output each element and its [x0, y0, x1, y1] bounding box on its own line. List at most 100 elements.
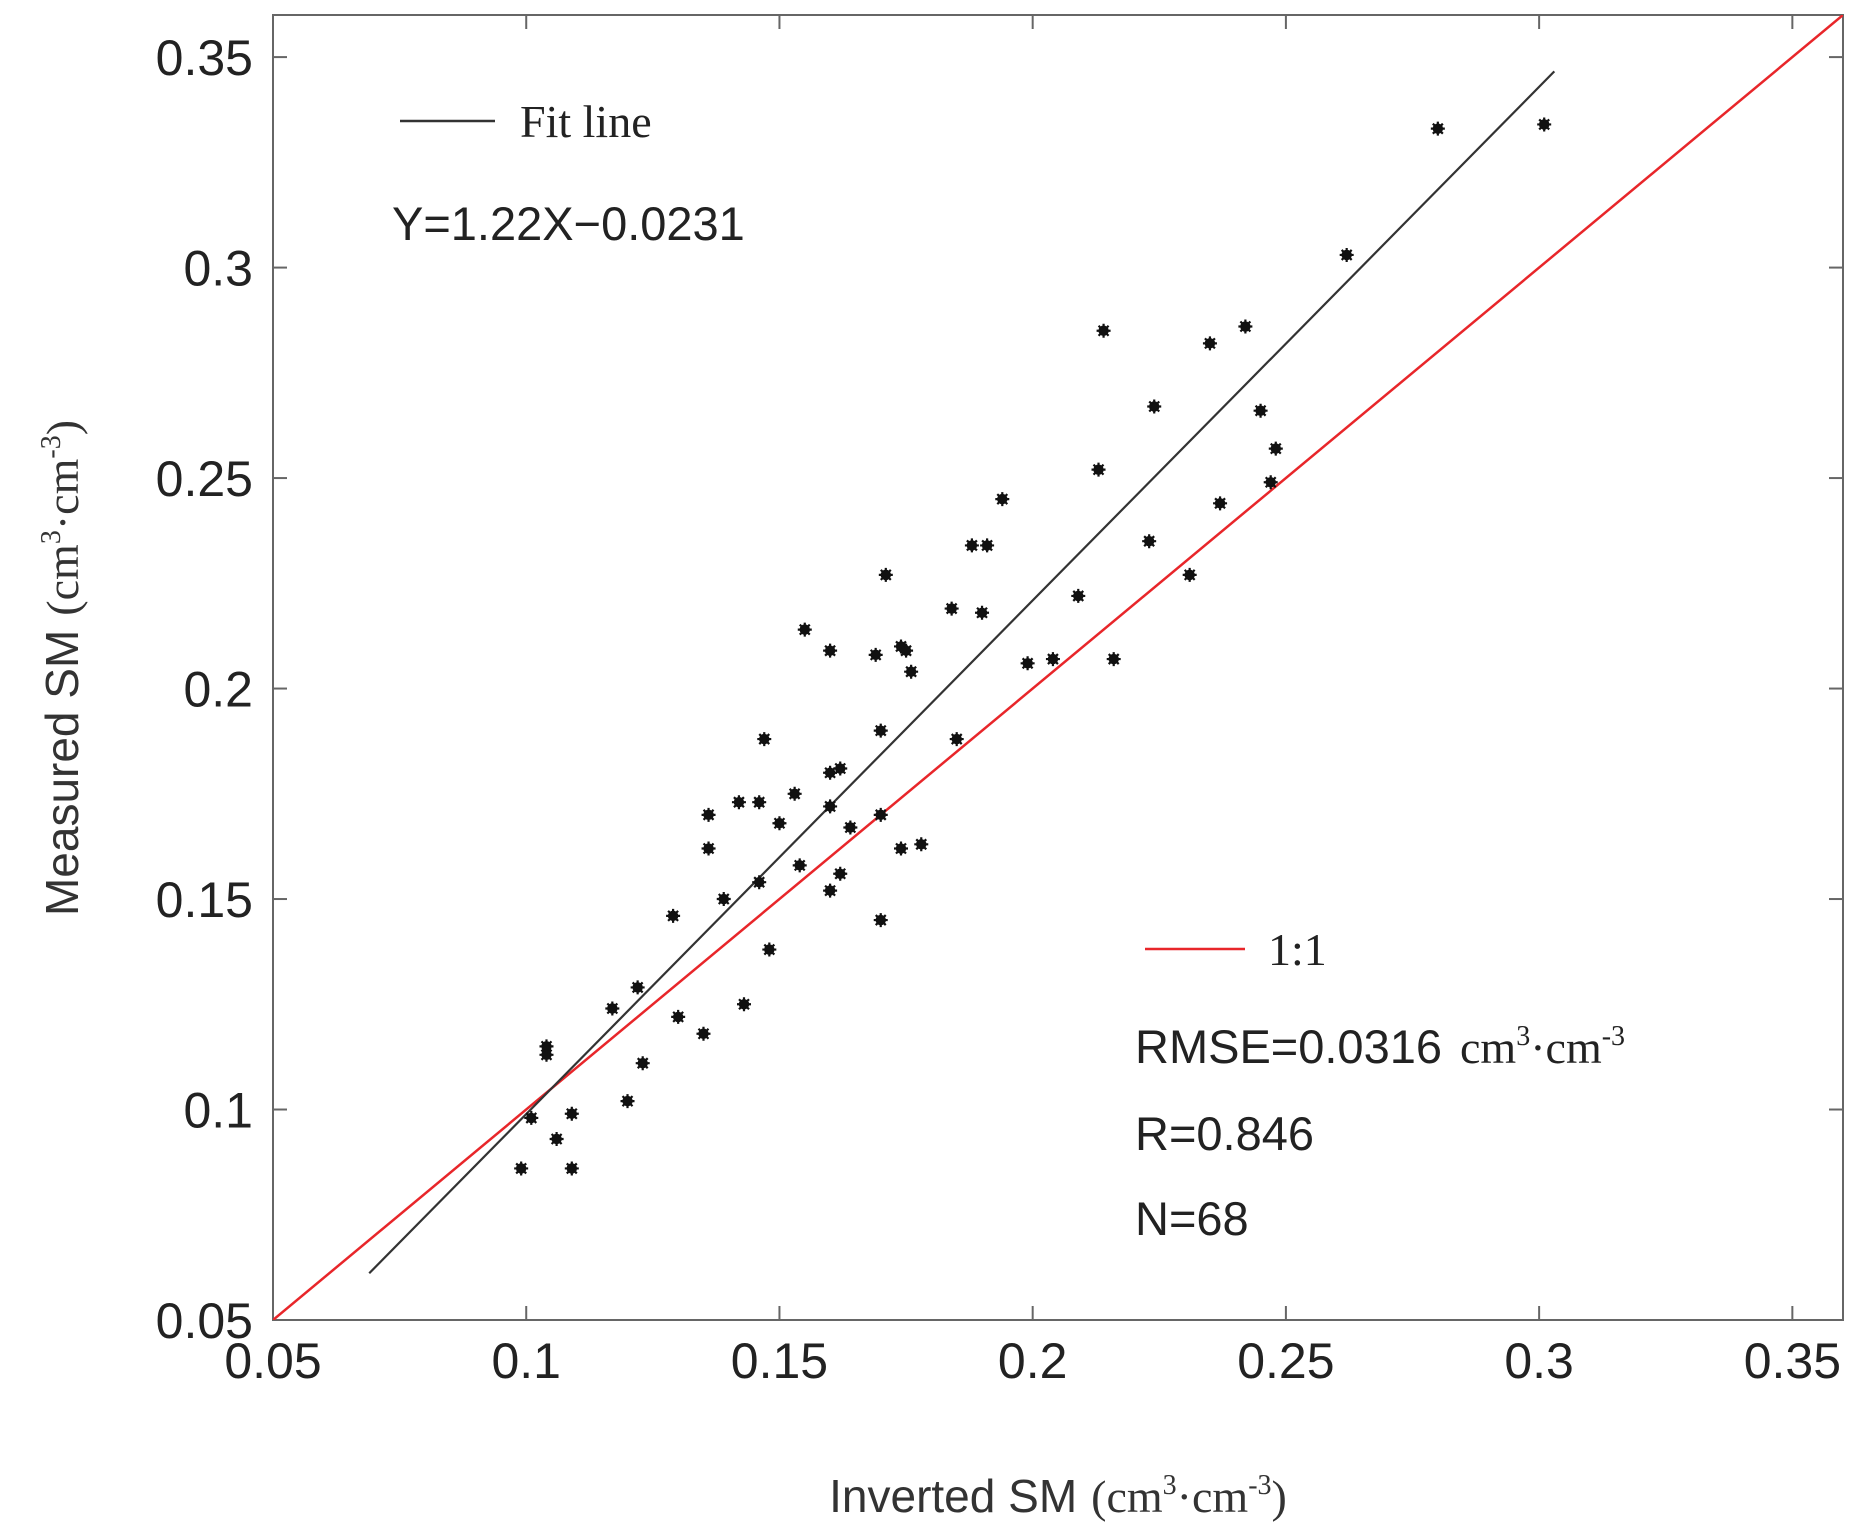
n-annotation: N=68	[1135, 1192, 1249, 1245]
r-annotation: R=0.846	[1135, 1107, 1314, 1160]
data-point	[823, 883, 838, 898]
data-point	[752, 795, 767, 810]
data-point	[1339, 247, 1354, 262]
data-point	[843, 820, 858, 835]
data-point	[716, 892, 731, 907]
data-point	[873, 913, 888, 928]
data-point	[894, 841, 908, 856]
y-tick-label: 0.1	[183, 1083, 253, 1139]
data-point	[671, 1009, 686, 1024]
y-tick-label: 0.05	[156, 1293, 253, 1349]
data-point	[1182, 567, 1197, 582]
y-tick-label: 0.15	[156, 872, 253, 928]
data-point	[1147, 399, 1162, 414]
data-point	[1202, 336, 1217, 351]
data-point	[696, 1026, 711, 1041]
rmse-annotation: RMSE=0.0316 cm3·cm-3	[1135, 1020, 1625, 1073]
plot-frame	[272, 14, 1844, 1321]
data-point	[1238, 319, 1253, 334]
data-point	[772, 816, 787, 831]
data-point	[914, 837, 929, 852]
data-point	[995, 492, 1010, 507]
data-point	[964, 538, 979, 553]
x-unit-base2: cm	[1192, 1471, 1248, 1522]
data-point	[787, 786, 802, 801]
data-point	[1106, 652, 1121, 667]
data-point	[980, 538, 995, 553]
data-point	[1253, 403, 1268, 418]
data-point	[752, 875, 767, 890]
x-axis-ticks: 0.05 0.1 0.15 0.2 0.25 0.3 0.35	[224, 15, 1841, 1389]
data-point	[549, 1131, 564, 1146]
data-point	[1430, 121, 1445, 136]
y-tick-label: 0.3	[183, 241, 253, 297]
data-point	[1213, 496, 1228, 511]
data-point	[949, 732, 964, 747]
data-point	[833, 866, 848, 881]
data-point	[975, 605, 990, 620]
fit-legend-label: Fit line	[520, 96, 652, 147]
fit-equation: Y=1.22X−0.0231	[392, 197, 745, 250]
scatter-points	[514, 117, 1552, 1176]
data-point	[524, 1110, 539, 1125]
data-point	[792, 858, 807, 873]
data-point	[564, 1106, 579, 1121]
y-unit-base2: cm	[37, 458, 88, 514]
data-point	[539, 1039, 554, 1054]
data-point	[873, 723, 888, 738]
data-point	[630, 980, 645, 995]
rmse-unit-exp1: 3	[1516, 1021, 1530, 1052]
x-tick-label: 0.15	[731, 1333, 828, 1389]
data-point	[1045, 652, 1060, 667]
x-axis-title-text: Inverted SM	[829, 1470, 1077, 1522]
rmse-value: RMSE=0.0316	[1135, 1020, 1442, 1073]
x-tick-label: 0.05	[224, 1333, 321, 1389]
data-point	[731, 795, 746, 810]
data-point	[1263, 475, 1278, 490]
data-point	[823, 643, 838, 658]
data-point	[904, 664, 919, 679]
y-unit-exp2: -3	[36, 435, 67, 458]
rmse-unit-dot: ·	[1530, 1022, 1545, 1073]
x-tick-label: 0.1	[491, 1333, 561, 1389]
y-axis-ticks: 0.05 0.1 0.15 0.2 0.25 0.3 0.35	[156, 30, 1843, 1349]
x-axis-title: Inverted SM (cm3·cm-3)	[829, 1470, 1287, 1522]
data-point	[833, 761, 848, 776]
one-to-one-line	[273, 15, 1843, 1320]
data-point	[873, 807, 888, 822]
data-point	[605, 1001, 620, 1016]
data-point	[1091, 462, 1106, 477]
data-point	[1096, 323, 1111, 338]
y-tick-label: 0.2	[183, 662, 253, 718]
x-unit-base: cm	[1106, 1471, 1162, 1522]
x-tick-label: 0.25	[1237, 1333, 1334, 1389]
y-axis-title: Measured SM (cm3·cm-3)	[36, 420, 88, 916]
data-point	[899, 643, 914, 658]
data-point	[701, 841, 716, 856]
x-tick-label: 0.3	[1504, 1333, 1574, 1389]
data-point	[1071, 588, 1086, 603]
data-point	[737, 997, 751, 1012]
x-tick-label: 0.35	[1744, 1333, 1841, 1389]
data-point	[539, 1047, 554, 1062]
y-tick-label: 0.25	[156, 451, 253, 507]
x-unit-exp1: 3	[1163, 1470, 1177, 1501]
data-point	[620, 1094, 635, 1109]
x-unit-dot: ·	[1177, 1471, 1192, 1522]
rmse-unit-base: cm	[1460, 1022, 1516, 1073]
data-point	[666, 908, 681, 923]
y-unit-dot: ·	[37, 515, 88, 530]
data-point	[868, 647, 883, 662]
data-point	[762, 942, 777, 957]
y-unit-base: cm	[37, 544, 88, 600]
one-to-one-legend-label: 1:1	[1268, 924, 1327, 975]
data-point	[564, 1161, 579, 1176]
x-tick-label: 0.2	[998, 1333, 1068, 1389]
data-point	[878, 567, 893, 582]
data-point	[635, 1056, 650, 1071]
data-point	[1537, 117, 1552, 132]
data-point	[1020, 656, 1035, 671]
data-point	[823, 765, 838, 780]
rmse-unit-base2: cm	[1546, 1022, 1602, 1073]
